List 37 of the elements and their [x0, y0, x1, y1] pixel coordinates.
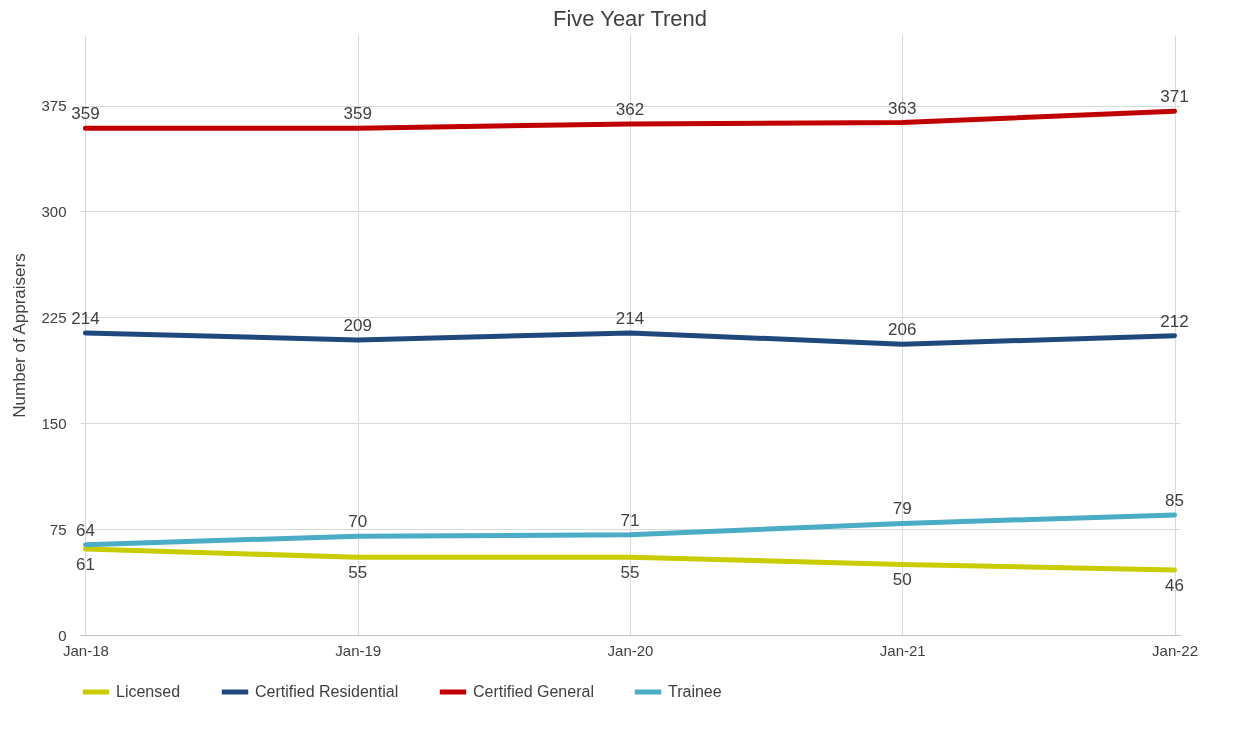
data-label: 71	[620, 510, 640, 530]
data-label: 55	[620, 563, 640, 583]
x-tick-label: Jan-20	[607, 641, 654, 659]
y-tick-label: 150	[41, 414, 67, 432]
chart-title: Five Year Trend	[552, 6, 708, 31]
y-tick-label: 75	[49, 520, 67, 538]
data-label: 79	[892, 499, 912, 519]
legend-label: Trainee	[668, 683, 722, 700]
data-label: 359	[343, 104, 372, 124]
data-label: 214	[615, 308, 645, 328]
y-axis-title: Number of Appraisers	[10, 253, 30, 418]
data-label: 362	[615, 99, 645, 119]
data-label: 46	[1165, 576, 1185, 596]
data-label: 363	[888, 98, 917, 118]
data-label: 61	[75, 554, 95, 574]
data-label: 85	[1165, 491, 1185, 510]
x-tick-label: Jan-19	[335, 641, 382, 659]
data-label: 214	[71, 308, 100, 328]
y-tick-label: 225	[41, 308, 67, 326]
data-label: 70	[348, 512, 368, 532]
x-tick-label: Jan-18	[63, 641, 109, 659]
data-label: 50	[892, 570, 912, 590]
data-label: 371	[1160, 87, 1189, 107]
x-tick-label: Jan-22	[1152, 641, 1198, 659]
x-tick-label: Jan-21	[879, 641, 926, 659]
data-label: 212	[1160, 311, 1189, 331]
legend-label: Certified General	[473, 683, 594, 700]
legend-label: Licensed	[116, 683, 181, 700]
legend-label: Certified Residential	[255, 683, 399, 700]
data-label: 209	[343, 315, 372, 335]
data-label: 206	[888, 320, 917, 340]
data-label: 64	[75, 520, 95, 540]
y-tick-label: 375	[41, 97, 67, 115]
y-tick-label: 0	[58, 626, 67, 644]
data-label: 55	[348, 563, 368, 583]
data-label: 359	[71, 104, 100, 124]
y-tick-label: 300	[41, 202, 67, 220]
